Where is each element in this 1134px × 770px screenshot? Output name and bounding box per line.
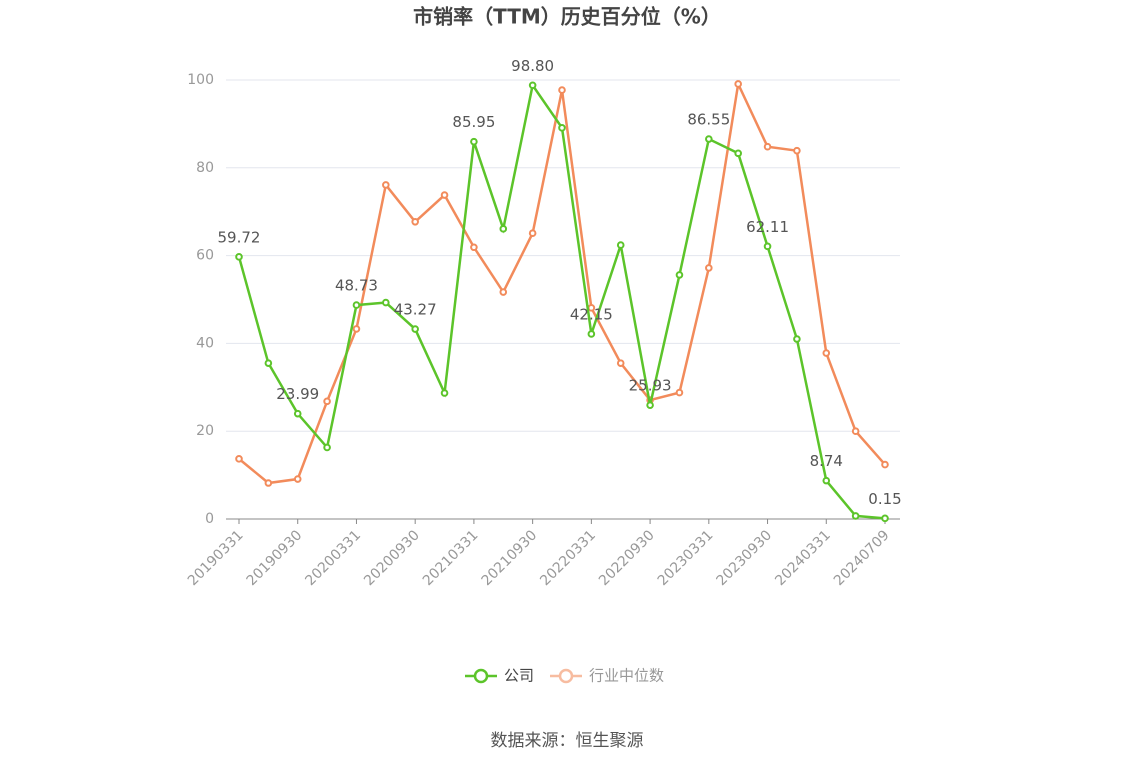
point <box>323 443 331 452</box>
x-tick-label: 20200930 <box>361 527 423 589</box>
point <box>616 241 625 249</box>
point <box>352 325 361 333</box>
point <box>411 217 419 226</box>
point <box>822 349 831 357</box>
point <box>411 325 419 333</box>
y-tick-label: 100 <box>187 72 214 88</box>
point <box>528 81 537 90</box>
legend-label: 行业中位数 <box>589 667 664 685</box>
data-label: 59.72 <box>218 228 261 246</box>
point <box>881 514 889 523</box>
point <box>235 253 243 261</box>
point <box>705 135 713 143</box>
point <box>881 460 889 469</box>
point <box>851 427 860 436</box>
point <box>851 512 860 520</box>
point <box>293 475 302 483</box>
legend-marker <box>473 668 489 684</box>
point <box>382 298 390 307</box>
data-label: 86.55 <box>687 111 730 129</box>
point <box>440 191 449 199</box>
y-tick-label: 0 <box>205 511 214 527</box>
point <box>763 242 772 251</box>
point <box>675 271 684 279</box>
point <box>793 146 801 155</box>
x-tick-label: 20240331 <box>772 527 834 589</box>
point <box>440 389 449 397</box>
point <box>323 397 331 406</box>
y-tick-label: 80 <box>196 160 214 176</box>
point <box>558 86 566 94</box>
point <box>822 476 831 485</box>
y-tick-label: 20 <box>196 423 214 439</box>
point <box>793 335 801 343</box>
point <box>293 409 302 418</box>
legend-label: 公司 <box>504 667 534 685</box>
source: 数据来源：恒生聚源 <box>491 731 644 751</box>
x-tick-label: 20230331 <box>655 527 717 589</box>
point <box>705 264 713 272</box>
point <box>558 124 566 132</box>
x-tick-label: 20210331 <box>420 527 482 589</box>
x-tick-label: 20200331 <box>302 527 364 589</box>
point <box>763 142 772 151</box>
x-tick-label: 20210930 <box>479 527 541 589</box>
x-tick-label: 20220930 <box>596 527 658 589</box>
x-tick-label: 20230930 <box>713 527 775 589</box>
point <box>499 225 508 233</box>
point <box>264 359 273 367</box>
point <box>734 80 742 88</box>
data-label: 43.27 <box>394 301 437 319</box>
point <box>499 288 508 296</box>
point <box>382 181 390 189</box>
point <box>587 330 596 338</box>
x-tick-label: 20190331 <box>185 527 247 589</box>
x-tick-label: 20240709 <box>831 527 893 589</box>
point <box>675 388 684 397</box>
point <box>235 455 243 463</box>
point <box>470 137 478 146</box>
point <box>470 243 478 252</box>
data-label: 8.74 <box>810 452 843 470</box>
data-label: 42.15 <box>570 305 613 323</box>
x-tick-label: 20190930 <box>244 527 306 589</box>
point <box>528 229 537 238</box>
legend-marker <box>558 668 574 684</box>
point <box>616 359 625 367</box>
data-label: 23.99 <box>276 385 319 403</box>
x-tick-label: 20220331 <box>537 527 599 589</box>
data-label: 0.15 <box>868 490 901 508</box>
point <box>264 479 273 487</box>
point <box>352 301 361 309</box>
point <box>646 401 654 409</box>
data-label: 25.93 <box>629 377 672 395</box>
y-tick-label: 40 <box>196 335 214 351</box>
data-label: 85.95 <box>452 113 495 131</box>
chart-title: 市销率（TTM）历史百分位（%） <box>413 5 721 29</box>
point <box>734 149 742 158</box>
data-label: 48.73 <box>335 277 378 295</box>
data-label: 62.11 <box>746 218 789 236</box>
y-tick-label: 60 <box>196 248 214 264</box>
data-label: 98.80 <box>511 57 554 75</box>
